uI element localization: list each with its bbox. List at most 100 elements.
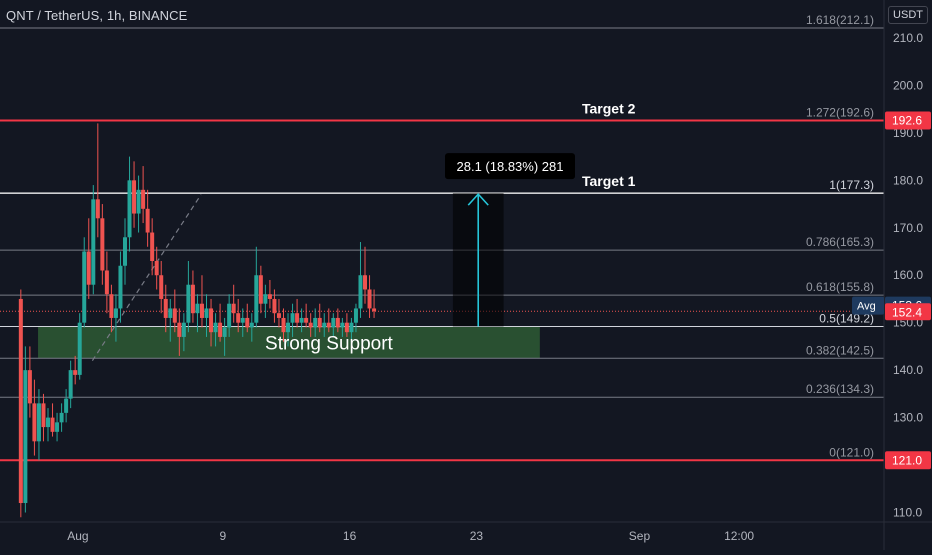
line-price-badge: 192.6: [892, 114, 922, 128]
candle-body[interactable]: [231, 303, 236, 314]
candle-body[interactable]: [59, 412, 64, 423]
candle-body[interactable]: [267, 294, 272, 299]
candle-body[interactable]: [295, 313, 300, 323]
candle-body[interactable]: [159, 275, 164, 299]
candle-body[interactable]: [23, 370, 28, 504]
price-tick-label: 130.0: [893, 411, 923, 425]
fib-level-label: 0.236(134.3): [806, 382, 874, 396]
candle-body[interactable]: [77, 322, 82, 375]
candle-body[interactable]: [141, 189, 146, 209]
candle-body[interactable]: [227, 303, 232, 328]
candle-body[interactable]: [363, 275, 368, 290]
currency-selector[interactable]: USDT: [888, 6, 928, 24]
candle-body[interactable]: [27, 370, 32, 404]
last-price-badge: 152.4: [892, 305, 922, 319]
candle-body[interactable]: [136, 189, 141, 214]
candle-body[interactable]: [145, 208, 150, 233]
fib-level-label: 0.786(165.3): [806, 235, 874, 249]
candle-body[interactable]: [322, 322, 327, 328]
candle-body[interactable]: [41, 403, 46, 428]
candle-body[interactable]: [263, 294, 268, 304]
avg-label: Avg: [857, 301, 876, 313]
candle-body[interactable]: [36, 403, 41, 442]
candle-body[interactable]: [177, 322, 182, 337]
candle-body[interactable]: [190, 284, 195, 314]
candle-body[interactable]: [209, 308, 214, 333]
candle-body[interactable]: [344, 322, 349, 333]
candle-body[interactable]: [204, 308, 209, 318]
candle-body[interactable]: [100, 218, 105, 271]
candle-body[interactable]: [281, 317, 286, 333]
candle-body[interactable]: [290, 313, 295, 323]
candle-body[interactable]: [186, 284, 191, 323]
candle-body[interactable]: [245, 317, 250, 328]
candle-body[interactable]: [299, 317, 304, 323]
candle-body[interactable]: [86, 251, 91, 285]
candle-body[interactable]: [55, 422, 60, 432]
candle-body[interactable]: [150, 232, 155, 261]
candle-body[interactable]: [222, 327, 227, 337]
candle-body[interactable]: [308, 322, 313, 328]
time-tick-label: 12:00: [724, 529, 754, 543]
candle-body[interactable]: [331, 317, 336, 328]
target-label: Target 1: [582, 173, 636, 189]
support-zone-label: Strong Support: [265, 333, 394, 354]
price-tick-label: 170.0: [893, 221, 923, 235]
candle-body[interactable]: [213, 322, 218, 333]
candle-body[interactable]: [163, 298, 168, 318]
candle-body[interactable]: [304, 317, 309, 323]
target-label: Target 2: [582, 101, 636, 117]
candle-body[interactable]: [127, 180, 132, 238]
candle-body[interactable]: [236, 313, 241, 323]
price-tick-label: 140.0: [893, 363, 923, 377]
candle-body[interactable]: [73, 370, 78, 375]
candle-body[interactable]: [168, 308, 173, 318]
candle-body[interactable]: [340, 322, 345, 328]
fib-level-label: 0.382(142.5): [806, 343, 874, 357]
candle-body[interactable]: [113, 308, 118, 318]
candle-body[interactable]: [32, 403, 37, 442]
candle-body[interactable]: [353, 308, 358, 323]
candle-body[interactable]: [95, 199, 100, 219]
candle-body[interactable]: [254, 275, 259, 323]
candle-body[interactable]: [104, 270, 109, 295]
candle-body[interactable]: [154, 261, 159, 276]
candle-body[interactable]: [335, 317, 340, 328]
candle-body[interactable]: [286, 322, 291, 333]
candle-body[interactable]: [132, 180, 137, 214]
time-tick-label: 9: [219, 529, 226, 543]
candle-body[interactable]: [68, 370, 73, 399]
last-badge-bg: [885, 303, 931, 321]
candle-body[interactable]: [367, 289, 372, 309]
candle-body[interactable]: [276, 313, 281, 318]
candle-body[interactable]: [372, 308, 377, 312]
candle-body[interactable]: [313, 317, 318, 328]
candle-body[interactable]: [181, 322, 186, 337]
trendline[interactable]: [91, 194, 202, 361]
line-price-badge-bg: [885, 451, 931, 470]
time-tick-label: Sep: [629, 529, 651, 543]
candle-body[interactable]: [50, 417, 55, 432]
candle-body[interactable]: [109, 294, 114, 318]
candle-body[interactable]: [349, 322, 354, 333]
candle-body[interactable]: [118, 265, 123, 309]
candle-body[interactable]: [240, 317, 245, 323]
candle-body[interactable]: [272, 298, 277, 314]
candle-body[interactable]: [199, 303, 204, 318]
candle-body[interactable]: [82, 251, 87, 323]
candle-body[interactable]: [195, 303, 200, 314]
candle-body[interactable]: [258, 275, 263, 304]
candle-body[interactable]: [46, 417, 51, 428]
candle-body[interactable]: [326, 322, 331, 328]
candle-body[interactable]: [218, 322, 223, 337]
candle-body[interactable]: [64, 398, 69, 413]
candle-body[interactable]: [249, 322, 254, 328]
candle-body[interactable]: [18, 298, 23, 504]
candle-body[interactable]: [91, 199, 96, 285]
candle-body[interactable]: [122, 237, 127, 266]
candle-body[interactable]: [358, 275, 363, 309]
candle-body[interactable]: [172, 308, 177, 323]
candle-body[interactable]: [317, 317, 322, 328]
